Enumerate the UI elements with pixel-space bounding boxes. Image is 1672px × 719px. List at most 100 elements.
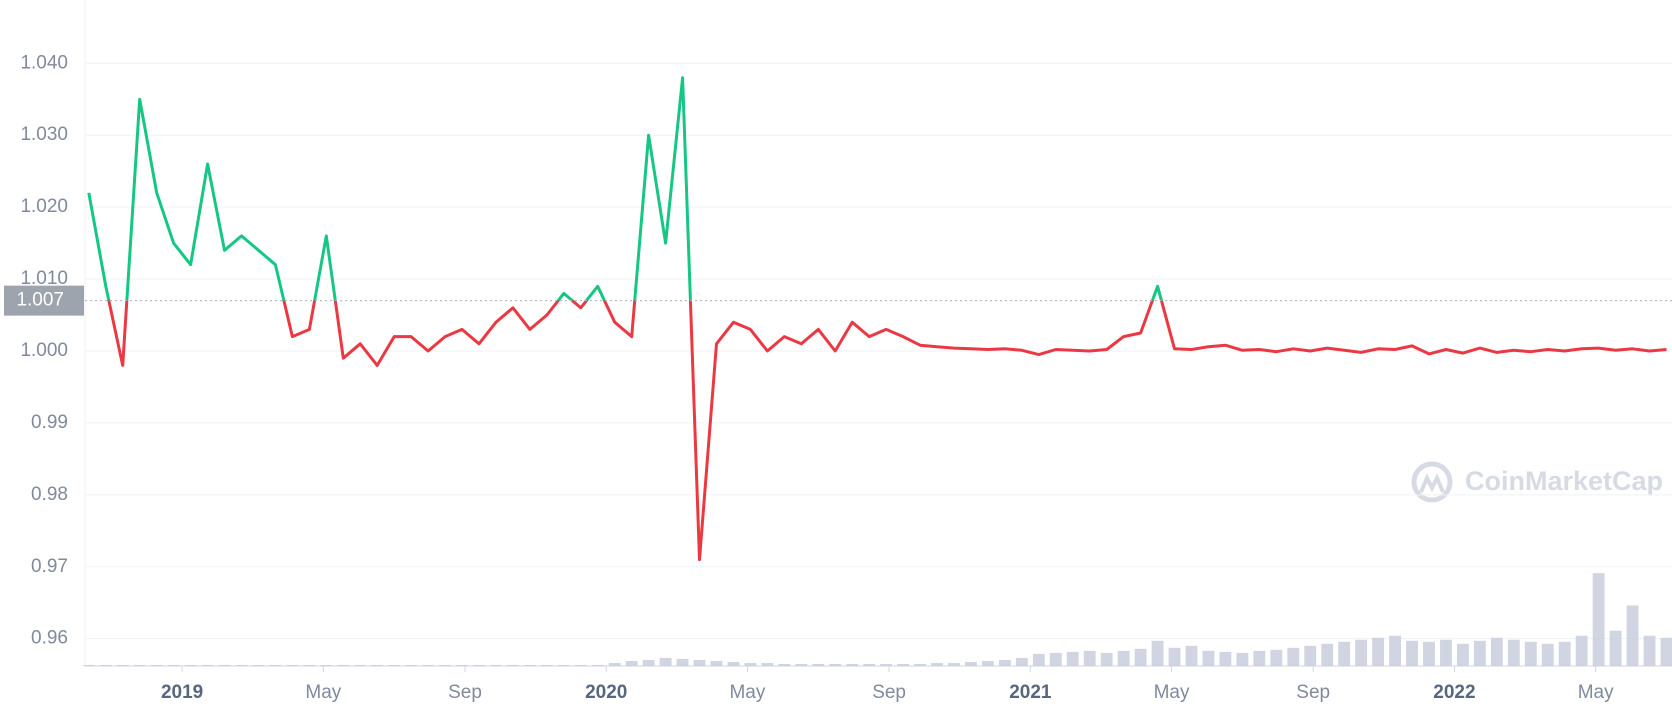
volume-bar: [439, 664, 452, 666]
baseline-label-box: [4, 285, 84, 316]
volume-bar: [218, 664, 231, 666]
volume-bar: [150, 664, 163, 666]
volume-bar: [506, 664, 519, 666]
volume-bar: [456, 664, 468, 666]
volume-bar: [1015, 657, 1028, 666]
volume-bar: [1151, 640, 1164, 666]
volume-bar: [659, 657, 672, 666]
volume-bar: [998, 659, 1011, 666]
y-tick-label: 1.040: [20, 52, 68, 73]
volume-bar: [354, 664, 367, 666]
volume-bar: [1253, 650, 1266, 666]
volume-bar: [1168, 647, 1181, 666]
volume-bar: [116, 664, 129, 666]
x-tick-label: 2021: [1009, 682, 1052, 703]
volume-bar: [1575, 635, 1588, 666]
volume-bar: [405, 664, 418, 666]
x-tick-label: May: [1154, 682, 1190, 703]
volume-bar: [591, 664, 604, 666]
y-tick-label: 0.97: [31, 556, 68, 577]
watermark-logo: [1411, 461, 1453, 503]
x-tick-label: 2019: [161, 682, 203, 703]
volume-bar: [303, 664, 316, 666]
y-tick-label: 0.96: [31, 628, 68, 649]
price-line: [87, 76, 1667, 562]
volume-bar: [1117, 650, 1130, 666]
volume-bar: [880, 663, 893, 666]
volume-bar: [1185, 645, 1198, 666]
volume-bar: [422, 664, 435, 666]
volume-bar: [1355, 639, 1368, 666]
volume-bar: [1100, 652, 1113, 666]
x-tick-label: 2022: [1433, 682, 1475, 703]
volume-bar: [1287, 647, 1300, 666]
y-tick-label: 1.000: [20, 340, 68, 361]
volume-bar: [184, 664, 197, 666]
volume-bar: [201, 664, 214, 666]
volume-bar: [1440, 639, 1452, 666]
x-tick-label: May: [305, 682, 341, 703]
volume-bar: [710, 660, 723, 666]
volume-bar: [1507, 639, 1520, 666]
volume-bar: [812, 663, 825, 666]
y-tick-label: 1.030: [20, 124, 68, 145]
volume-bar: [642, 659, 655, 666]
volume-bar: [744, 662, 757, 666]
volume-bar: [931, 662, 943, 666]
volume-bar: [761, 662, 774, 666]
volume-bar: [1609, 630, 1622, 666]
watermark-logo-mark: [1419, 473, 1445, 493]
volume-bar: [320, 664, 333, 666]
volume-bar: [1202, 650, 1215, 666]
volume-bar: [1660, 637, 1672, 666]
volume-bar: [625, 660, 638, 666]
volume-bar: [795, 663, 808, 666]
volume-bar: [1372, 637, 1385, 666]
volume-bar: [1541, 643, 1554, 666]
x-tick-label: May: [729, 682, 765, 703]
volume-bar: [1304, 645, 1317, 666]
volume-bar: [388, 664, 401, 666]
volume-bar: [1473, 640, 1486, 666]
volume-bar: [473, 664, 485, 666]
volume-bar: [829, 663, 842, 666]
volume-bar: [1423, 641, 1435, 666]
volume-bar: [981, 660, 994, 666]
volume-bar: [337, 664, 350, 666]
volume-bar: [1626, 605, 1639, 666]
volume-bar: [1083, 650, 1096, 666]
volume-bar: [863, 663, 876, 666]
volume-bar: [540, 664, 553, 666]
watermark: CoinMarketCap: [1411, 461, 1663, 503]
volume-bar: [965, 661, 977, 666]
volume-bar: [1032, 653, 1045, 666]
volume-bar: [1236, 652, 1249, 666]
volume-bar: [1524, 641, 1537, 666]
x-tick-label: Sep: [1296, 682, 1330, 703]
volume-bar: [574, 664, 587, 666]
volume-bar: [1643, 635, 1656, 666]
volume-bar: [1066, 651, 1079, 666]
volume-bar: [133, 664, 146, 666]
x-tick-label: May: [1578, 682, 1614, 703]
y-tick-label: 1.020: [20, 196, 68, 217]
volume-bar: [1490, 637, 1503, 666]
volume-bar: [693, 659, 706, 666]
baseline-label: 1.007: [16, 290, 64, 311]
volume-bar: [1558, 641, 1571, 666]
volume-bar: [1338, 641, 1351, 666]
y-tick-label: 1.010: [20, 268, 68, 289]
volume-bar: [167, 664, 180, 666]
volume-bar: [914, 663, 926, 666]
volume-bar: [846, 663, 859, 666]
volume-bar: [608, 662, 621, 666]
volume-bar: [1219, 651, 1232, 666]
volume-bar: [1321, 643, 1334, 666]
volume-bar: [1406, 640, 1418, 666]
y-tick-label: 0.98: [31, 484, 68, 505]
volume-bar: [1134, 648, 1147, 666]
volume-bar: [948, 662, 960, 666]
volume-bar: [523, 664, 536, 666]
